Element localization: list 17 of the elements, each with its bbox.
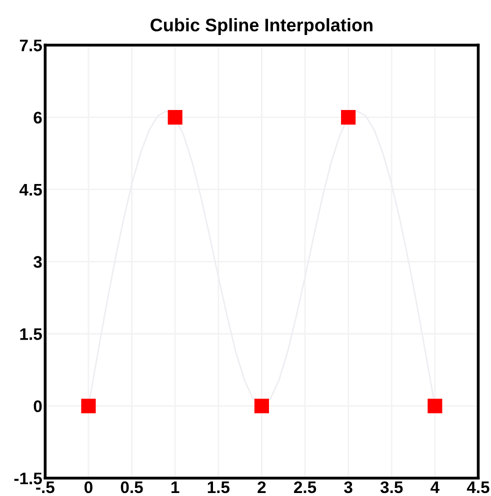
x-tick-label: 1.5	[208, 482, 230, 494]
x-tick-label: 0	[84, 481, 92, 494]
y-tick-label: 1.5	[20, 328, 42, 340]
y-tick-label: 6	[34, 112, 42, 124]
x-tick-label: 1	[172, 482, 180, 493]
x-tick-label: 3	[344, 481, 352, 494]
x-tick-label: 2	[258, 481, 266, 493]
x-tick-label: 4.5	[466, 482, 490, 494]
y-tick-label: 3	[34, 256, 42, 268]
y-tick-label: 0	[34, 400, 42, 412]
x-tick-label: 2.5	[294, 481, 316, 494]
x-tick-label: 4	[430, 482, 440, 493]
y-tick-label: 7.5	[20, 40, 42, 52]
y-tick-label: 4.5	[19, 184, 42, 196]
x-tick-label: 0.5	[120, 481, 143, 494]
x-tick-label: 3.5	[380, 481, 403, 494]
chart-title: Cubic Spline Interpolation	[150, 18, 372, 35]
